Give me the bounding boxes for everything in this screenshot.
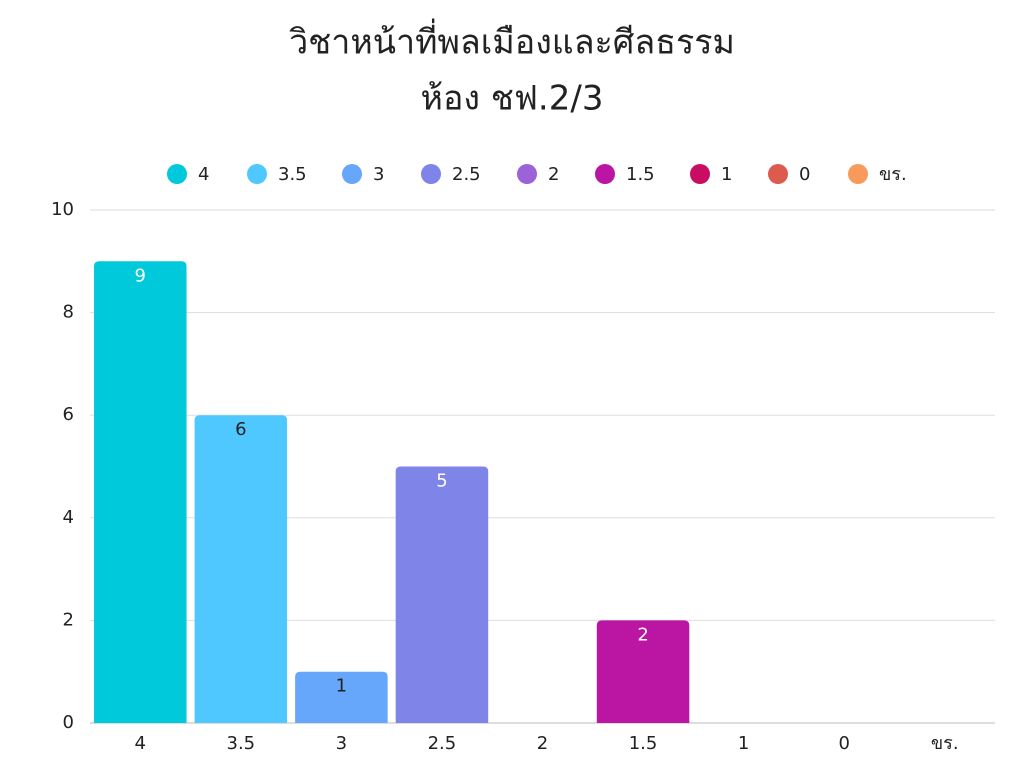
legend-swatch (690, 164, 710, 184)
x-tick-label: 1 (738, 733, 749, 754)
legend-swatch (421, 164, 441, 184)
legend-label: ขร. (879, 164, 907, 185)
legend-swatch (848, 164, 868, 184)
x-tick-label: 2.5 (428, 733, 457, 754)
legend-label: 2 (548, 164, 559, 185)
data-label: 2 (637, 624, 648, 645)
legend-swatch (768, 164, 788, 184)
chart-title: ห้อง ชฟ.2/3 (421, 79, 604, 119)
data-label: 6 (235, 419, 246, 440)
x-tick-label: 4 (135, 733, 146, 754)
legend-label: 3 (373, 164, 384, 185)
bar (395, 466, 489, 723)
y-tick-label: 4 (63, 507, 74, 528)
x-tick-label: 1.5 (629, 733, 658, 754)
legend-label: 0 (799, 164, 810, 185)
bar (596, 620, 690, 723)
x-tick-label: ขร. (931, 733, 959, 754)
bar (295, 671, 388, 723)
legend-swatch (342, 164, 362, 184)
y-tick-label: 2 (63, 609, 74, 630)
legend-label: 1 (721, 164, 732, 185)
legend-swatch (167, 164, 187, 184)
bar (94, 261, 187, 723)
legend-label: 4 (198, 164, 209, 185)
chart-title: วิชาหน้าที่พลเมืองและศีลธรรม (289, 19, 735, 63)
y-tick-label: 10 (51, 199, 74, 220)
legend-label: 2.5 (452, 164, 481, 185)
legend-swatch (247, 164, 267, 184)
x-tick-label: 3 (336, 733, 347, 754)
y-tick-label: 6 (63, 404, 74, 425)
y-tick-label: 8 (63, 302, 74, 323)
data-label: 9 (135, 265, 146, 286)
legend-swatch (517, 164, 537, 184)
legend-swatch (595, 164, 615, 184)
legend-label: 1.5 (626, 164, 655, 185)
data-label: 1 (336, 676, 347, 697)
legend-label: 3.5 (278, 164, 307, 185)
x-tick-label: 3.5 (227, 733, 256, 754)
bar (194, 415, 288, 723)
x-tick-label: 2 (537, 733, 548, 754)
x-tick-label: 0 (838, 733, 849, 754)
y-tick-label: 0 (63, 712, 74, 733)
data-label: 5 (436, 471, 447, 492)
